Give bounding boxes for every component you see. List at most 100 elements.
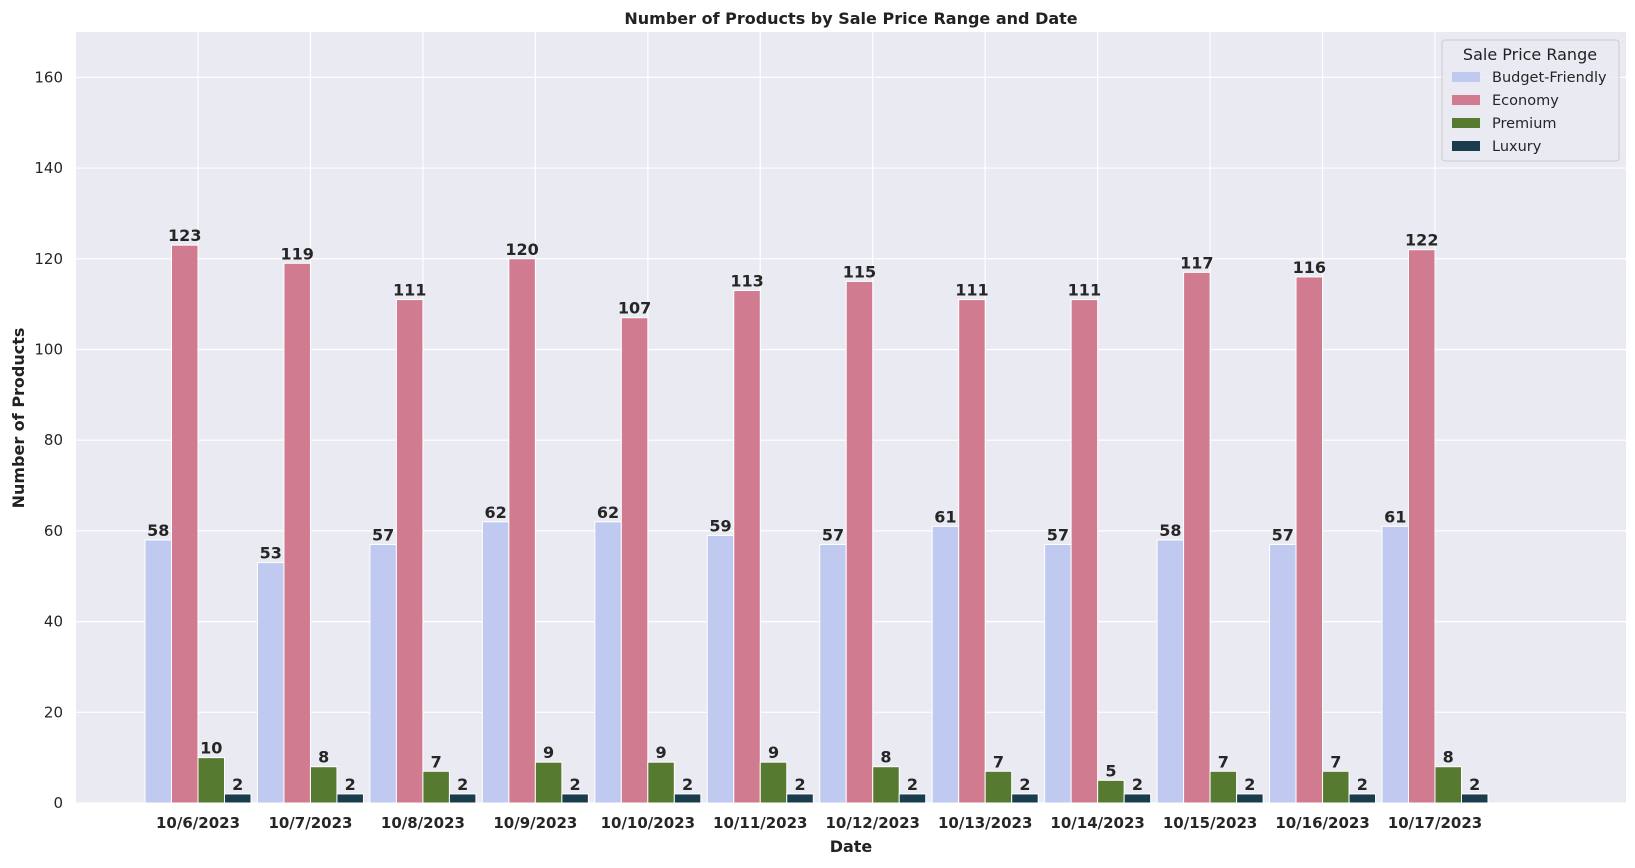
bar [819, 543, 847, 804]
bar [786, 793, 814, 804]
legend-swatch [1452, 118, 1480, 128]
bar [561, 793, 589, 804]
y-tick-label: 60 [44, 522, 63, 540]
bar [931, 525, 960, 804]
bar [1097, 779, 1125, 804]
legend: Sale Price Range Budget-Friendly Economy P… [1441, 39, 1620, 162]
bar [1011, 793, 1039, 804]
chart-title: Number of Products by Sale Price Range a… [624, 9, 1077, 28]
x-tick-label: 10/15/2023 [1163, 814, 1257, 832]
bar-value-label: 2 [682, 775, 693, 794]
bar-value-label: 7 [1218, 752, 1229, 771]
y-tick-label: 20 [44, 703, 63, 721]
y-tick-label: 140 [34, 159, 63, 177]
bar-value-label: 115 [843, 262, 876, 281]
y-tick-label: 100 [34, 340, 63, 358]
bar [336, 793, 364, 804]
bar [647, 761, 675, 804]
bar [1461, 793, 1489, 804]
bar [898, 793, 927, 804]
bar-value-label: 7 [1330, 752, 1341, 771]
y-tick-label: 160 [34, 68, 63, 86]
bar-value-label: 9 [543, 743, 554, 762]
bar-value-label: 119 [281, 244, 314, 263]
bar-value-label: 2 [457, 775, 468, 794]
x-tick-label: 10/17/2023 [1388, 814, 1482, 832]
bar-value-label: 111 [955, 281, 988, 300]
bar-value-label: 57 [372, 525, 394, 544]
legend-swatch [1452, 95, 1480, 105]
bar [673, 793, 702, 804]
bar-value-label: 123 [168, 226, 201, 245]
bar [1295, 276, 1324, 804]
bars [144, 244, 1489, 804]
y-axis-ticks: 0 20 40 60 80 100 120 140 160 [34, 68, 63, 812]
legend-swatch [1452, 141, 1480, 151]
y-tick-label: 80 [44, 431, 63, 449]
bar-value-label: 9 [768, 743, 779, 762]
bar-value-label: 2 [1357, 775, 1368, 794]
y-tick-label: 120 [34, 250, 63, 268]
bar-value-label: 2 [1469, 775, 1480, 794]
bar-value-label: 2 [907, 775, 918, 794]
bar [872, 766, 900, 804]
bar-value-label: 8 [880, 748, 891, 767]
bar-value-label: 107 [618, 299, 651, 318]
bar [395, 299, 424, 804]
bar-value-label: 9 [655, 743, 666, 762]
bar-value-label: 111 [393, 281, 426, 300]
bar [1123, 793, 1152, 804]
bar [984, 770, 1013, 804]
bar-value-label: 2 [1019, 775, 1030, 794]
bar-value-label: 122 [1405, 231, 1438, 250]
bar-value-label: 2 [232, 775, 243, 794]
bar [1434, 766, 1462, 804]
bar-value-label: 111 [1068, 281, 1101, 300]
bar-value-label: 53 [260, 544, 282, 563]
x-tick-label: 10/11/2023 [713, 814, 807, 832]
x-tick-label: 10/8/2023 [381, 814, 465, 832]
bar [706, 534, 735, 804]
bar-value-label: 113 [730, 272, 763, 291]
legend-swatch [1452, 72, 1480, 82]
bar [144, 539, 172, 804]
bar [481, 521, 510, 804]
bar [845, 280, 874, 804]
y-axis-label: Number of Products [9, 328, 28, 509]
bar-value-label: 8 [1443, 748, 1454, 767]
bar-value-label: 57 [822, 525, 844, 544]
bar [1322, 770, 1350, 804]
bar-value-label: 2 [1244, 775, 1255, 794]
bar [594, 521, 622, 804]
legend-label: Economy [1492, 93, 1559, 109]
bar [1269, 543, 1297, 804]
x-tick-label: 10/9/2023 [493, 814, 577, 832]
x-tick-label: 10/14/2023 [1050, 814, 1144, 832]
legend-title: Sale Price Range [1463, 45, 1597, 64]
bar-value-label: 2 [1132, 775, 1143, 794]
bar-value-label: 62 [597, 503, 619, 522]
legend-label: Luxury [1492, 139, 1542, 155]
bar [224, 793, 252, 804]
x-tick-label: 10/7/2023 [268, 814, 352, 832]
bar-value-label: 10 [200, 739, 222, 758]
bar-value-label: 57 [1272, 525, 1294, 544]
bar [1381, 525, 1409, 804]
bar [1236, 793, 1264, 804]
bar [422, 770, 450, 804]
bar-value-label: 62 [484, 503, 506, 522]
bar [1348, 793, 1377, 804]
bar [733, 290, 761, 804]
x-axis-ticks: 10/6/2023 10/7/2023 10/8/2023 10/9/2023 10/1… [156, 814, 1482, 832]
x-tick-label: 10/6/2023 [156, 814, 240, 832]
bar [1183, 271, 1211, 804]
legend-label: Premium [1492, 116, 1557, 132]
bar-value-label: 7 [431, 752, 442, 771]
bar-value-label: 5 [1105, 761, 1116, 780]
bar-value-label: 58 [1159, 521, 1181, 540]
bar [958, 299, 986, 804]
bar [309, 766, 338, 804]
